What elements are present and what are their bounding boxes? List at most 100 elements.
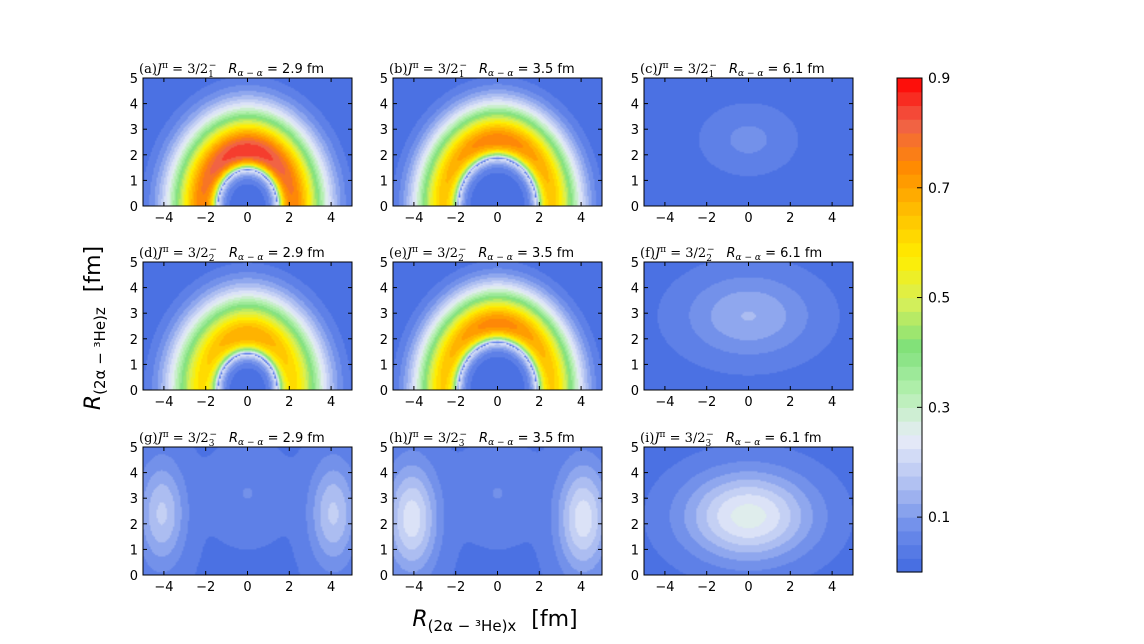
parity-sign: − <box>709 61 717 71</box>
y-tick-label: 2 <box>130 149 138 164</box>
y-tick-label: 2 <box>380 149 388 164</box>
y-tick-label: 1 <box>130 543 138 558</box>
colorbar-segment <box>897 174 922 189</box>
y-tick-label: 0 <box>130 200 138 215</box>
parity-sup: π <box>162 61 168 71</box>
parity-sup: π <box>663 61 669 71</box>
colorbar-segment <box>897 187 922 203</box>
y-tick-label: 0 <box>380 569 388 584</box>
colorbar-segment <box>897 462 922 477</box>
r-symbol: R <box>479 431 488 446</box>
x-axis-label-main: R <box>412 607 427 632</box>
colorbar-segment <box>897 338 922 354</box>
x-tick-label: −4 <box>404 580 423 595</box>
panel-label: (g) <box>139 431 157 446</box>
colorbar-segment <box>897 530 922 546</box>
spin-value: = 3/2 <box>669 62 709 77</box>
x-tick-label: −4 <box>404 211 423 226</box>
r-value: = 3.5 fm <box>513 246 574 261</box>
parity-sign: − <box>459 61 467 71</box>
y-tick-label: 1 <box>380 358 388 373</box>
x-axis-label-unit: [fm] <box>531 607 577 632</box>
j-symbol: J <box>404 246 413 261</box>
parity-sup: π <box>412 245 418 255</box>
r-value: = 3.5 fm <box>514 431 575 446</box>
j-symbol: J <box>154 62 163 77</box>
panel-label: (i) <box>640 431 654 446</box>
colorbar-segment <box>897 242 922 257</box>
x-tick-label: 2 <box>786 580 794 595</box>
spin-value: = 3/2 <box>169 246 209 261</box>
y-tick-label: 0 <box>380 384 388 399</box>
colorbar-segment <box>897 407 922 422</box>
colorbar-segment <box>897 132 922 148</box>
y-tick-label: 2 <box>631 333 639 348</box>
y-tick-label: 0 <box>130 569 138 584</box>
colorbar-segment <box>897 256 922 271</box>
parity-sign: − <box>209 245 217 255</box>
y-tick-label: 5 <box>631 256 639 271</box>
x-tick-label: 4 <box>327 211 335 226</box>
y-axis-label: R(2α − ³He)z [fm] <box>81 246 109 410</box>
y-tick-label: 5 <box>380 441 388 456</box>
colorbar-segment <box>897 283 922 299</box>
colorbar-segment <box>897 503 922 518</box>
j-symbol: J <box>154 246 163 261</box>
panel-title-h: (h)Jπ = 3/23− Rα − α = 3.5 fm <box>389 430 575 449</box>
colorbar-segment <box>897 297 922 312</box>
x-tick-label: −2 <box>446 211 465 226</box>
colorbar-segment <box>897 311 922 326</box>
y-tick-label: 4 <box>130 282 138 297</box>
panel-label: (f) <box>640 246 655 261</box>
heatmap-a <box>143 78 352 206</box>
x-tick-label: −4 <box>154 580 173 595</box>
y-tick-label: 4 <box>631 282 639 297</box>
r-symbol: R <box>229 246 238 261</box>
panel-title-f: (f)Jπ = 3/22− Rα − α = 6.1 fm <box>640 245 822 264</box>
panel-label: (h) <box>389 431 408 446</box>
x-tick-label: −4 <box>655 580 674 595</box>
spin-value: = 3/2 <box>665 431 705 446</box>
j-symbol: J <box>652 246 661 261</box>
spin-value: = 3/2 <box>168 62 208 77</box>
y-tick-label: 0 <box>380 200 388 215</box>
heatmap-f <box>644 262 853 390</box>
colorbar-segment <box>897 421 922 436</box>
x-tick-label: −4 <box>655 211 674 226</box>
parity-sign: − <box>460 430 468 440</box>
x-tick-label: 2 <box>535 395 543 410</box>
x-tick-label: 0 <box>744 580 752 595</box>
y-tick-label: 4 <box>380 282 388 297</box>
y-tick-label: 3 <box>631 307 639 322</box>
heatmap-b <box>393 78 602 206</box>
y-tick-label: 5 <box>130 441 138 456</box>
r-value: = 2.9 fm <box>263 62 324 77</box>
colorbar-segment <box>897 91 922 107</box>
x-tick-label: 4 <box>828 395 836 410</box>
panel-title-b: (b)Jπ = 3/21− Rα − α = 3.5 fm <box>389 61 575 80</box>
state-index: 1 <box>709 70 715 80</box>
colorbar-segment <box>897 517 922 532</box>
state-index: 3 <box>209 439 215 449</box>
y-tick-label: 0 <box>631 200 639 215</box>
x-tick-label: 2 <box>786 211 794 226</box>
x-tick-label: 4 <box>577 211 585 226</box>
colorbar-segment <box>897 146 922 161</box>
y-tick-label: 4 <box>631 98 639 113</box>
colorbar: 0.1 0.3 0.5 0.7 0.9 <box>896 71 950 573</box>
r-sub: α − α <box>488 438 513 448</box>
colorbar-segment <box>897 160 922 175</box>
r-value: = 2.9 fm <box>263 431 324 446</box>
panel-title-e: (e)Jπ = 3/22− Rα − α = 3.5 fm <box>389 245 574 264</box>
x-tick-label: 2 <box>285 395 293 410</box>
y-axis-label-unit: [fm] <box>81 246 106 292</box>
x-tick-label: 0 <box>243 580 251 595</box>
y-tick-label: 2 <box>130 518 138 533</box>
x-tick-label: 2 <box>285 580 293 595</box>
